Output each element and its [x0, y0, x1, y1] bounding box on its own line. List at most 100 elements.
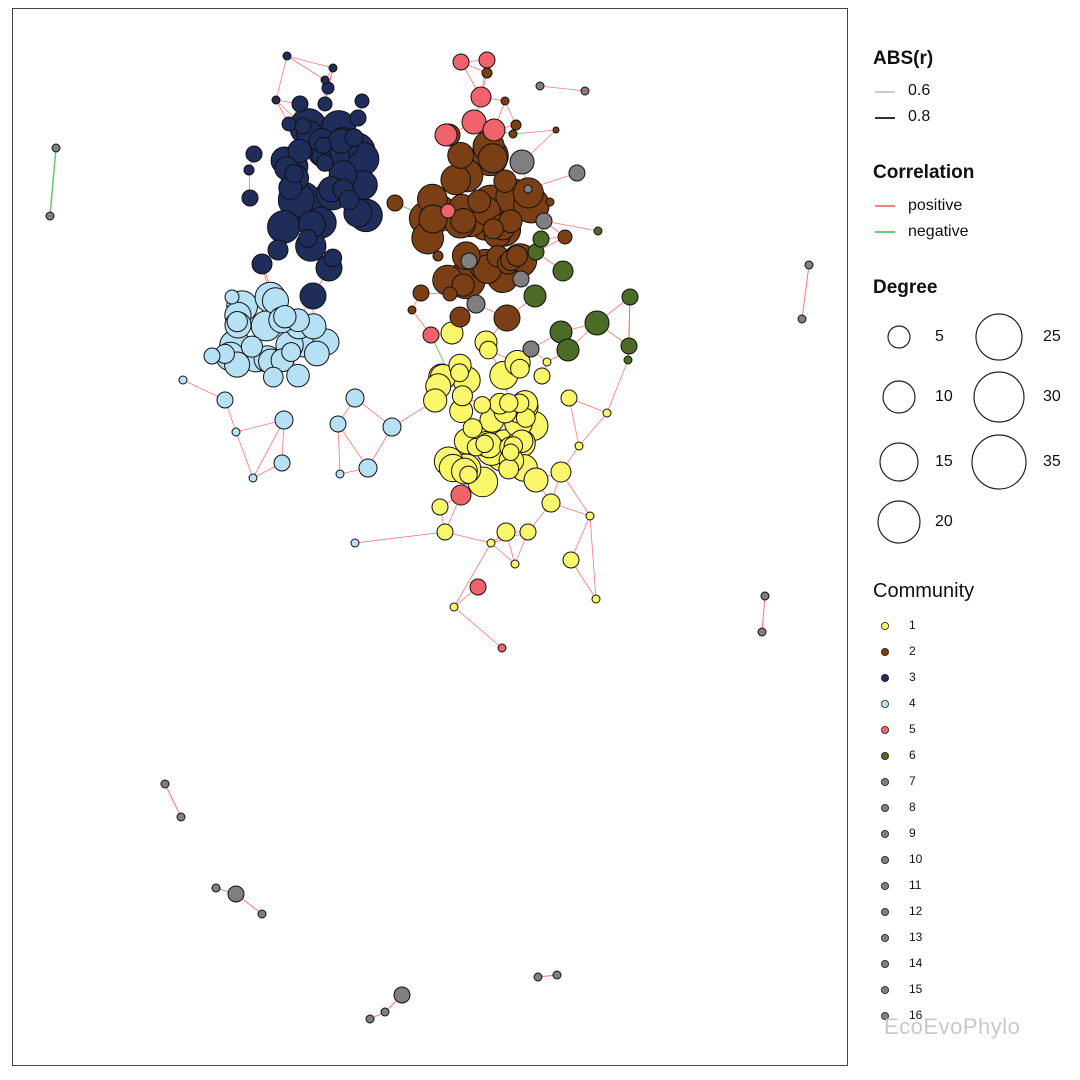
network-node — [45, 211, 55, 221]
network-node — [519, 523, 537, 541]
network-node — [470, 86, 492, 108]
community-label-13: 13 — [909, 930, 923, 944]
legend-degree-circle-15 — [879, 442, 919, 482]
network-node — [338, 189, 360, 211]
community-dot-11 — [881, 881, 889, 890]
community-label-15: 15 — [909, 982, 923, 996]
network-node — [245, 145, 263, 163]
network-node — [757, 627, 767, 637]
network-node — [393, 986, 411, 1004]
network-edge — [539, 85, 586, 92]
network-node — [584, 310, 610, 336]
community-label-14: 14 — [909, 956, 923, 970]
network-node — [593, 226, 603, 236]
community-label-9: 9 — [909, 826, 916, 840]
legend-degree-label-5: 5 — [935, 328, 944, 345]
network-edge — [235, 431, 254, 479]
network-edge — [275, 55, 288, 101]
network-node — [460, 252, 478, 270]
network-edge — [578, 412, 608, 447]
network-node — [533, 972, 543, 982]
network-node — [451, 273, 475, 297]
community-label-6: 6 — [909, 748, 916, 762]
network-node — [273, 454, 291, 472]
network-node — [267, 239, 289, 261]
network-node — [329, 415, 347, 433]
network-node — [804, 260, 814, 270]
network-node — [160, 779, 170, 789]
network-node — [422, 326, 440, 344]
network-edge — [512, 129, 557, 135]
network-node — [203, 347, 221, 365]
network-node — [523, 467, 549, 493]
network-node — [602, 408, 612, 418]
network-node — [475, 434, 494, 454]
legend-degree-circle-25 — [975, 313, 1023, 361]
network-node — [440, 203, 456, 219]
network-node — [304, 340, 330, 367]
network-node — [365, 1014, 375, 1024]
network-node — [298, 228, 318, 248]
network-node — [552, 260, 574, 282]
network-node — [477, 143, 508, 174]
network-node — [498, 458, 520, 480]
network-node — [450, 363, 469, 383]
network-node — [533, 367, 551, 385]
community-dot-1 — [881, 622, 889, 630]
legend-degree-circle-10 — [882, 380, 916, 414]
network-node — [328, 63, 338, 73]
network-node — [442, 286, 458, 302]
network-node — [496, 522, 516, 542]
legend-degree-title: Degree — [873, 277, 938, 298]
network-node — [251, 253, 273, 275]
network-node — [450, 484, 472, 506]
network-node — [467, 189, 492, 214]
community-label-12: 12 — [909, 904, 923, 918]
network-node — [797, 314, 807, 324]
network-node — [281, 116, 297, 132]
legend-abs-title: ABS(r) — [873, 48, 934, 69]
network-node — [512, 270, 530, 288]
network-edge — [252, 419, 285, 479]
watermark: EcoEvoPhylo — [884, 1014, 1021, 1039]
network-node — [591, 594, 601, 604]
network-node — [535, 212, 553, 230]
community-dot-7 — [881, 777, 889, 786]
legend-degree-label-30: 30 — [1043, 388, 1061, 405]
network-node — [545, 197, 555, 207]
community-dot-5 — [881, 726, 889, 735]
community-dot-8 — [881, 803, 889, 812]
network-node — [227, 885, 245, 903]
community-dot-12 — [881, 907, 889, 916]
legend-degree-circle-20 — [877, 500, 921, 544]
network-node — [510, 358, 530, 379]
network-node — [523, 284, 547, 308]
network-edge — [286, 55, 334, 69]
network-node — [466, 294, 486, 314]
network-edge — [286, 55, 326, 81]
network-edge — [49, 147, 57, 217]
network-node — [354, 93, 370, 109]
network-node — [418, 204, 448, 234]
community-label-8: 8 — [909, 800, 916, 814]
network-node — [231, 427, 241, 437]
network-node — [523, 184, 533, 194]
network-node — [316, 154, 334, 172]
network-node — [620, 337, 638, 355]
network-node — [386, 194, 404, 212]
legend-degree-circle-30 — [973, 371, 1025, 423]
network-node — [434, 123, 458, 147]
network-node — [522, 340, 540, 358]
network-node — [178, 375, 188, 385]
network-node — [431, 498, 449, 516]
network-node — [286, 363, 310, 388]
legend-degree-circle-35 — [971, 434, 1027, 490]
network-node — [350, 538, 360, 548]
community-dot-3 — [881, 674, 889, 683]
community-dot-13 — [881, 933, 889, 942]
network-node — [493, 169, 517, 193]
network-node — [273, 305, 297, 329]
network-node — [241, 189, 259, 207]
network-node — [281, 342, 302, 363]
network-node — [345, 388, 365, 408]
